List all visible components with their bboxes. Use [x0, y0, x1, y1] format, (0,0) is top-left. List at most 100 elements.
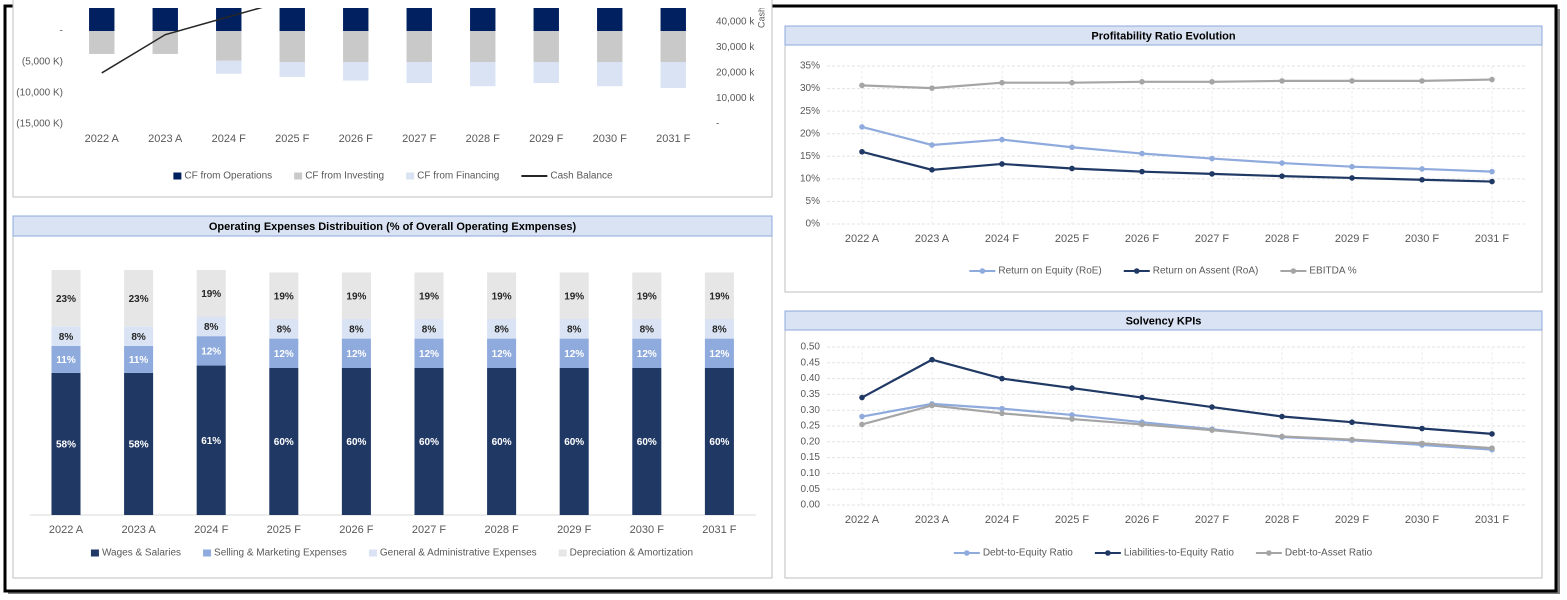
bar-segment [269, 368, 299, 515]
x-tick-label: 2027 F [412, 524, 447, 536]
series-point [859, 124, 865, 130]
data-label: 60% [492, 437, 512, 448]
data-label: 60% [274, 437, 294, 448]
y-tick-label: 0.50 [801, 342, 821, 353]
x-tick-label: 2030 F [1405, 514, 1440, 526]
series-point [1419, 425, 1425, 432]
bar-segment [152, 8, 178, 32]
x-tick-label: 2025 F [1055, 514, 1090, 526]
bar-segment [487, 272, 517, 319]
x-tick-label: 2025 F [267, 524, 302, 536]
legend-label: Return on Equity (RoE) [998, 266, 1101, 277]
bar-segment [51, 270, 81, 327]
bar-segment [279, 31, 305, 62]
y-tick-label: 10% [800, 173, 820, 184]
y2-tick-label: 10,000 k [716, 93, 755, 104]
bar-segment [196, 316, 226, 337]
bar-segment [406, 31, 432, 62]
data-label: 12% [419, 349, 439, 360]
legend-swatch [90, 549, 99, 557]
x-tick-label: 2028 F [466, 133, 501, 145]
data-label: 12% [346, 349, 366, 360]
bar-segment [124, 345, 154, 373]
y-tick-label: 0.20 [801, 436, 821, 447]
data-label: 19% [274, 291, 294, 302]
bar-segment [597, 8, 623, 32]
y-tick-label: (10,000 K) [16, 88, 63, 99]
legend-swatch [406, 172, 415, 180]
series-line [861, 358, 1493, 435]
x-tick-label: 2028 F [1265, 233, 1300, 245]
x-tick-label: 2022 A [845, 514, 880, 526]
x-tick-label: 2026 F [1125, 514, 1160, 526]
data-label: 12% [709, 349, 729, 360]
legend-item: Liabilities-to-Equity Ratio [1094, 548, 1234, 559]
bar-segment [414, 368, 444, 515]
panel [784, 25, 1543, 293]
y-tick-label: 30% [800, 83, 820, 94]
legend-label: CF from Financing [417, 171, 499, 182]
data-label: 12% [274, 349, 294, 360]
bar-segment [660, 62, 686, 89]
y-tick-label: (5,000 K) [22, 57, 63, 68]
data-label: 11% [56, 355, 76, 366]
y-tick-label: 15% [800, 151, 820, 162]
legend-swatch-dot [964, 550, 970, 556]
series-point [999, 136, 1005, 143]
bar-segment [470, 8, 496, 31]
y-tick-label: 0.30 [801, 405, 821, 416]
x-tick-label: 2029 F [1335, 233, 1370, 245]
series-point [1489, 168, 1495, 175]
bar-segment [660, 8, 686, 31]
x-tick-label: 2023 A [915, 514, 950, 526]
x-tick-label: 2028 F [1265, 514, 1300, 526]
bar-segment [632, 338, 662, 368]
bar-segment [704, 272, 734, 319]
legend-item: Return on Equity (RoE) [969, 266, 1102, 277]
y2-axis-label: Cash [756, 7, 766, 28]
series-point [1209, 79, 1215, 85]
bar-segment [632, 272, 662, 319]
series-point [1139, 394, 1145, 401]
bar-segment [597, 62, 623, 87]
legend-swatch-dot [1105, 550, 1111, 556]
series-line [861, 150, 1493, 183]
x-tick-label: 2028 F [484, 524, 519, 536]
data-label: 19% [346, 291, 366, 302]
chart-title: Solvency KPIs [1126, 315, 1202, 327]
y2-tick-label: 40,000 k [716, 17, 755, 28]
legend-swatch-dot [1290, 268, 1297, 274]
panel-header [784, 310, 1543, 331]
bar-segment [216, 60, 242, 74]
legend-item: Debt-to-Equity Ratio [953, 548, 1073, 559]
series-point [999, 405, 1005, 412]
chart-3: Solvency KPIs 0.00 0.05 0.10 0.15 0.20 0.25 0.3… [784, 310, 1543, 559]
data-label: 8% [422, 324, 437, 335]
series-point [929, 356, 935, 363]
data-label: 23% [129, 294, 149, 305]
bar-segment [343, 8, 369, 31]
series-point [1279, 173, 1285, 179]
bar-segment [51, 326, 81, 346]
series-point [1349, 175, 1355, 181]
chart-title: Operating Expenses Distribuition (% of O… [209, 221, 577, 233]
bar-segment [279, 8, 305, 31]
series-point [1139, 168, 1145, 175]
x-tick-label: 2027 F [402, 133, 437, 145]
x-tick-label: 2024 F [985, 233, 1020, 245]
series-point [929, 167, 935, 173]
y-tick-label: - [60, 26, 63, 37]
y-tick-label: 0.35 [801, 389, 821, 400]
series-line [861, 78, 1493, 90]
y-tick-label: (15,000 K) [16, 119, 63, 130]
data-label: 8% [59, 332, 74, 343]
legend-item: Wages & Salaries [90, 548, 181, 559]
series-point [1069, 412, 1075, 418]
bar-segment [414, 272, 444, 319]
x-tick-label: 2031 F [656, 133, 691, 145]
bar-segment [343, 31, 369, 62]
series-point [1069, 144, 1075, 151]
bar-segment [279, 62, 305, 77]
x-tick-label: 2023 A [121, 524, 156, 536]
series-point [1279, 78, 1285, 84]
